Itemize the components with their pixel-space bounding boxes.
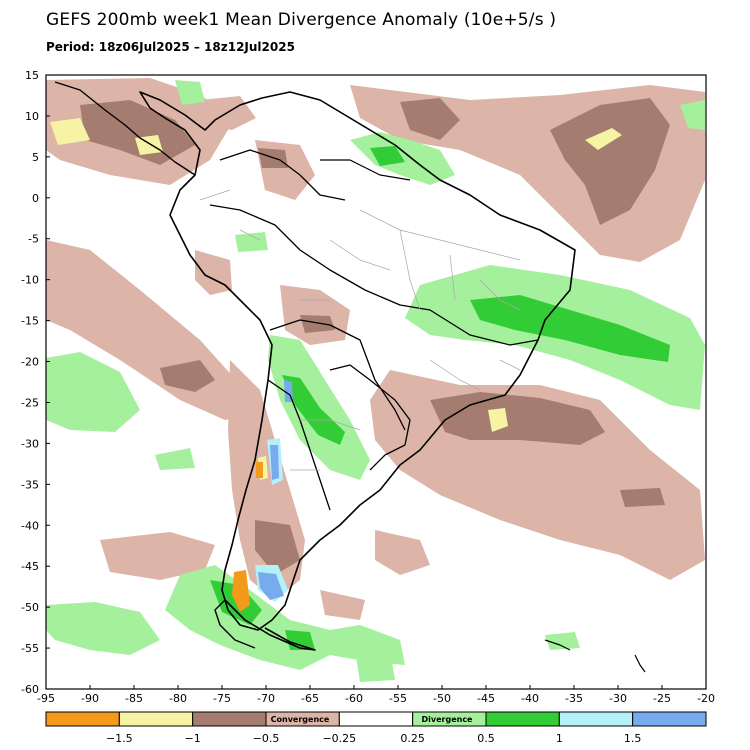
colorbar-tick-label: 0.25 [400,732,425,745]
lon-tick-label: -60 [345,692,363,705]
coastlines [54,81,646,673]
lat-tick-label: 10 [25,110,39,123]
colorbar: Convergence Divergence −1.5 −1 −0.5 −0.25 0.… [45,711,707,745]
anomaly-shading [46,78,705,682]
colorbar-tick-label: 1 [556,732,563,745]
colorbar-swatch [558,711,634,727]
colorbar-swatch [632,711,707,727]
latitude-axis: 15 10 5 0 -5 -10 -15 -20 -25 -30 -35 -40 -45 -50 -55 -6… [21,69,50,696]
lon-tick-label: -50 [433,692,451,705]
lat-tick-label: 15 [25,69,39,82]
colorbar-swatch [118,711,194,727]
lat-tick-label: -20 [21,356,39,369]
lat-tick-label: 5 [32,151,39,164]
lon-tick-label: -55 [389,692,407,705]
longitude-axis: -95 -90 -85 -80 -75 -70 -65 -60 -55 -50 -45 -40 -35 -… [37,685,715,705]
colorbar-tick-label: 0.5 [477,732,495,745]
colorbar-swatch [485,711,560,727]
lat-tick-label: -35 [21,478,39,491]
plot-frame [45,74,707,690]
colorbar-swatch [45,711,120,727]
colorbar-tick-label: −1 [185,732,201,745]
lon-tick-label: -40 [521,692,539,705]
colorbar-swatch [338,711,414,727]
colorbar-tick-label: −0.5 [253,732,280,745]
lat-tick-label: -50 [21,601,39,614]
lon-tick-label: -85 [125,692,143,705]
lon-tick-label: -75 [213,692,231,705]
lat-tick-label: -30 [21,437,39,450]
lon-tick-label: -95 [37,692,55,705]
lat-tick-label: -60 [21,683,39,696]
lat-tick-label: -5 [28,233,39,246]
map-title: GEFS 200mb week1 Mean Divergence Anomaly… [46,10,557,30]
lon-tick-label: -35 [565,692,583,705]
lat-tick-label: -40 [21,519,39,532]
lon-tick-label: -65 [301,692,319,705]
lon-tick-label: -80 [169,692,187,705]
lon-tick-label: -25 [653,692,671,705]
map-period: Period: 18z06Jul2025 – 18z12Jul2025 [46,40,295,54]
lat-tick-label: -15 [21,315,39,328]
lat-tick-label: -55 [21,642,39,655]
lat-tick-label: -45 [21,560,39,573]
colorbar-tick-label: 1.5 [624,732,642,745]
lat-tick-label: -25 [21,396,39,409]
colorbar-tick-label: −1.5 [106,732,133,745]
lon-tick-label: -90 [81,692,99,705]
lon-tick-label: -30 [609,692,627,705]
lat-tick-label: -10 [21,274,39,287]
colorbar-divergence-label: Divergence [422,715,474,724]
lat-tick-label: 0 [32,192,39,205]
colorbar-convergence-label: Convergence [271,715,330,724]
lon-tick-label: -20 [697,692,715,705]
lon-tick-label: -45 [477,692,495,705]
colorbar-tick-label: −0.25 [322,732,356,745]
lon-tick-label: -70 [257,692,275,705]
colorbar-swatch [192,711,267,727]
